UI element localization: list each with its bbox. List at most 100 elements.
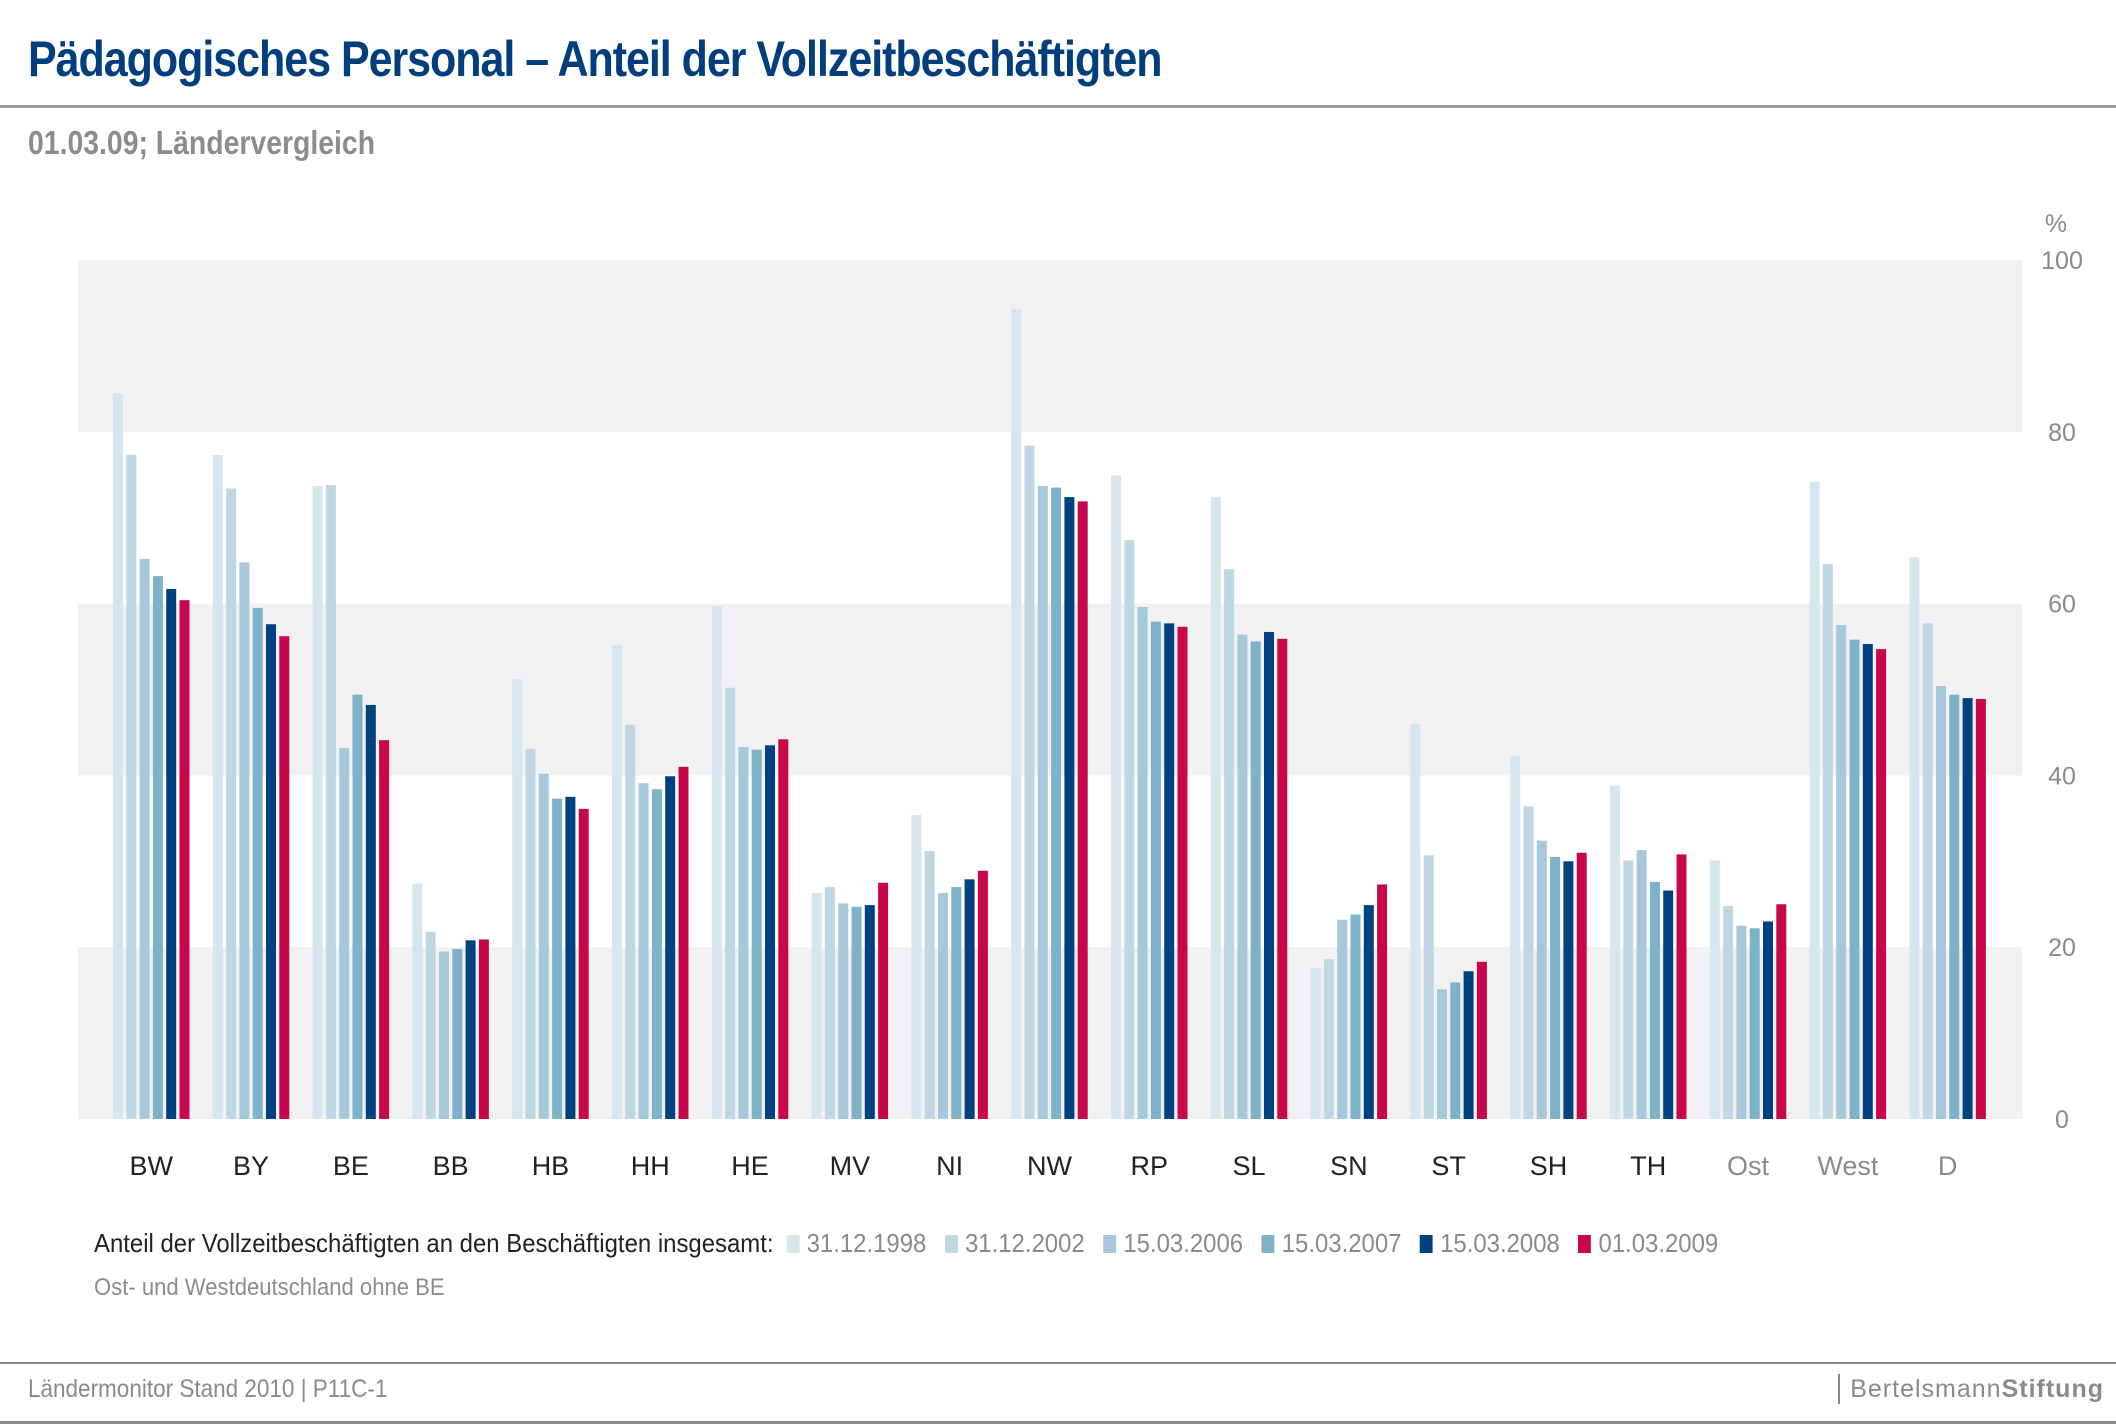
bar-mv-31.12.1998 — [811, 893, 822, 1119]
bar-ost-31.12.1998 — [1709, 860, 1720, 1119]
bar-d-15.03.2006 — [1936, 686, 1946, 1119]
bar-bw-31.12.2002 — [126, 454, 137, 1119]
bar-ost-15.03.2006 — [1736, 925, 1747, 1119]
header-divider — [0, 105, 2116, 108]
bar-sl-15.03.2006 — [1237, 634, 1248, 1119]
bar-group-he — [711, 606, 789, 1119]
y-axis-ticks: 0 20 40 60 80 100% — [2041, 210, 2083, 1134]
x-tick-label: BB — [433, 1151, 469, 1181]
bar-nw-15.03.2007 — [1051, 487, 1062, 1119]
y-axis-unit: % — [2045, 210, 2067, 238]
bar-group-sh — [1510, 755, 1587, 1119]
x-tick-label: HH — [631, 1151, 670, 1181]
bar-th-15.03.2008 — [1663, 890, 1674, 1119]
x-tick-label: TH — [1630, 1151, 1666, 1181]
chart-subtitle: 01.03.09; Ländervergleich — [28, 124, 376, 161]
bar-nw-15.03.2006 — [1037, 485, 1048, 1119]
bar-bw-31.12.1998 — [113, 393, 123, 1119]
bar-hh-31.12.2002 — [625, 724, 636, 1119]
bar-d-15.03.2008 — [1962, 698, 1973, 1119]
bar-west-15.03.2008 — [1862, 643, 1873, 1119]
bar-group-hb — [512, 679, 589, 1119]
bar-rp-15.03.2007 — [1150, 621, 1161, 1119]
x-tick-label: SH — [1530, 1151, 1568, 1181]
bar-d-31.12.2002 — [1922, 623, 1933, 1119]
bar-sh-15.03.2007 — [1550, 857, 1561, 1119]
bar-ni-15.03.2007 — [951, 887, 962, 1119]
bar-west-15.03.2006 — [1836, 625, 1847, 1119]
bar-sh-31.12.2002 — [1523, 806, 1534, 1119]
bar-th-01.03.2009 — [1676, 854, 1687, 1119]
legend: Anteil der Vollzeitbeschäftigten an den … — [94, 1228, 1737, 1259]
legend-swatch — [1419, 1234, 1433, 1253]
bar-by-01.03.2009 — [279, 636, 290, 1119]
x-tick-label: NW — [1027, 1151, 1072, 1181]
legend-swatch — [944, 1234, 958, 1253]
bar-rp-31.12.2002 — [1124, 540, 1135, 1119]
bar-d-31.12.1998 — [1909, 557, 1920, 1119]
x-tick-label: West — [1817, 1151, 1879, 1181]
y-tick-label: 40 — [2048, 762, 2076, 790]
bar-ost-15.03.2008 — [1763, 921, 1773, 1119]
bar-by-15.03.2008 — [266, 624, 276, 1119]
bar-th-31.12.2002 — [1623, 860, 1634, 1119]
bar-st-31.12.2002 — [1423, 855, 1434, 1119]
x-tick-label: BE — [333, 1151, 369, 1181]
bar-be-15.03.2006 — [339, 747, 350, 1119]
bar-group-by — [212, 454, 290, 1119]
bar-by-31.12.1998 — [212, 454, 223, 1119]
bar-nw-31.12.2002 — [1024, 445, 1035, 1119]
x-axis-labels: BW BY BE BB HB HH HE MV NI NW RP SL SN ST SH TH Ost West D — [130, 1151, 1958, 1181]
bar-nw-15.03.2008 — [1064, 497, 1075, 1120]
bar-west-31.12.1998 — [1809, 481, 1820, 1119]
x-tick-label: BY — [233, 1151, 269, 1181]
bar-bb-01.03.2009 — [478, 939, 489, 1119]
bar-bb-15.03.2006 — [439, 951, 449, 1119]
footer-divider-top — [0, 1362, 2116, 1364]
bar-rp-15.03.2006 — [1137, 607, 1148, 1119]
x-tick-label: SN — [1330, 1151, 1368, 1181]
legend-item-2009: 01.03.2009 — [1578, 1228, 1718, 1259]
bar-bw-15.03.2006 — [139, 558, 150, 1119]
bar-group-nw — [1011, 308, 1088, 1120]
bar-he-31.12.1998 — [711, 606, 722, 1119]
bar-sh-31.12.1998 — [1510, 755, 1521, 1119]
bar-hb-31.12.1998 — [512, 679, 523, 1119]
bar-sh-15.03.2008 — [1563, 861, 1574, 1119]
bar-nw-31.12.1998 — [1011, 308, 1022, 1119]
bar-sn-01.03.2009 — [1377, 884, 1388, 1119]
bar-ni-15.03.2008 — [964, 879, 975, 1119]
bar-he-31.12.2002 — [725, 687, 736, 1119]
bar-th-15.03.2006 — [1636, 850, 1647, 1119]
bar-west-01.03.2009 — [1876, 649, 1887, 1119]
bar-th-15.03.2007 — [1649, 881, 1660, 1119]
x-tick-label: Ost — [1727, 1151, 1770, 1181]
chart-title: Pädagogisches Personal – Anteil der Voll… — [28, 31, 1163, 87]
bar-sn-15.03.2008 — [1363, 905, 1374, 1119]
bar-mv-15.03.2006 — [838, 903, 849, 1119]
bar-groups — [113, 308, 1986, 1120]
grid-band — [78, 947, 2022, 1119]
bar-hh-15.03.2007 — [651, 789, 662, 1119]
bar-sn-15.03.2006 — [1337, 919, 1348, 1119]
bar-bb-31.12.2002 — [425, 931, 436, 1119]
bar-by-15.03.2007 — [252, 607, 263, 1119]
bar-mv-31.12.2002 — [824, 887, 835, 1119]
bar-ost-15.03.2007 — [1749, 928, 1760, 1119]
bar-west-15.03.2007 — [1849, 639, 1860, 1119]
bar-d-15.03.2007 — [1949, 694, 1960, 1119]
footer-divider-bottom — [0, 1421, 2116, 1424]
bar-nw-01.03.2009 — [1077, 501, 1088, 1119]
bar-group-mv — [811, 882, 889, 1119]
bar-bw-15.03.2008 — [166, 588, 177, 1119]
logo-text-bold: Stiftung — [2001, 1374, 2104, 1403]
legend-item-2006: 15.03.2006 — [1103, 1228, 1243, 1259]
bar-sl-15.03.2007 — [1250, 641, 1261, 1119]
y-tick-label: 0 — [2055, 1106, 2069, 1134]
bar-bw-15.03.2007 — [152, 576, 163, 1119]
bar-sl-15.03.2008 — [1264, 631, 1274, 1119]
x-tick-label: RP — [1130, 1151, 1168, 1181]
bar-west-31.12.2002 — [1822, 564, 1833, 1119]
legend-swatch — [786, 1234, 800, 1253]
bar-st-01.03.2009 — [1476, 961, 1487, 1119]
